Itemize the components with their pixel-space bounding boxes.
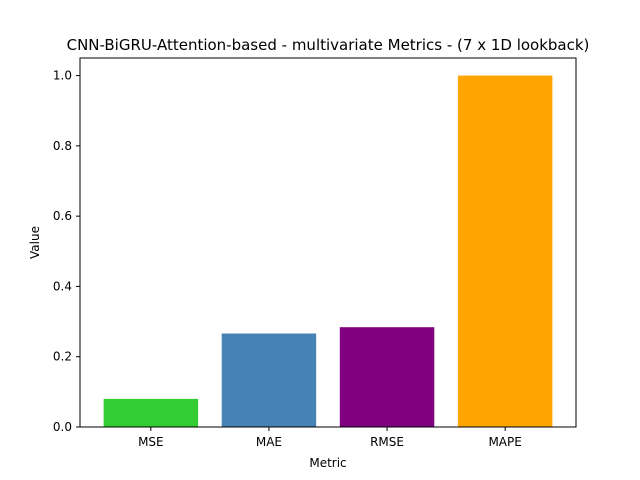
bar-mape <box>457 75 553 428</box>
y-axis-label: Value <box>28 226 42 259</box>
y-tick-label: 0.4 <box>53 279 72 293</box>
y-tick-label: 0.8 <box>53 139 72 153</box>
bars-group <box>103 75 553 428</box>
x-tick-label: MAPE <box>488 435 521 449</box>
x-tick-label: MSE <box>138 435 164 449</box>
bar-rmse <box>339 327 435 427</box>
x-axis-ticks: MSE MAE RMSE MAPE <box>138 427 522 449</box>
x-tick-label: MAE <box>256 435 282 449</box>
y-tick-label: 0.2 <box>53 350 72 364</box>
x-axis-label: Metric <box>309 456 346 470</box>
y-tick-label: 0.6 <box>53 209 72 223</box>
y-tick-label: 1.0 <box>53 69 72 83</box>
plot-frame <box>79 57 577 428</box>
bar-mae <box>221 333 317 427</box>
y-tick-label: 0.0 <box>53 420 72 434</box>
x-tick-label: RMSE <box>370 435 404 449</box>
chart-title: CNN-BiGRU-Attention-based - multivariate… <box>67 36 590 54</box>
bar-mse <box>103 398 199 427</box>
y-axis-ticks: 0.0 0.2 0.4 0.6 0.8 1.0 <box>53 69 80 434</box>
